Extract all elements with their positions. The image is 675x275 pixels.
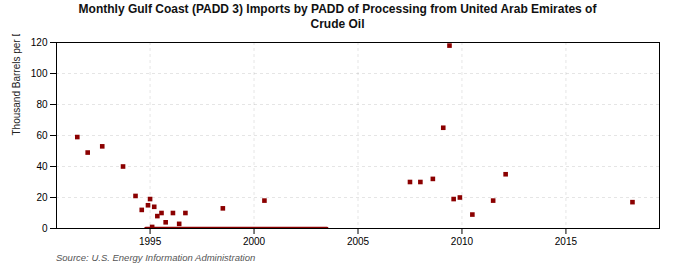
svg-text:1995: 1995 <box>139 236 162 247</box>
svg-text:40: 40 <box>36 161 48 172</box>
svg-text:100: 100 <box>31 68 48 79</box>
svg-text:2015: 2015 <box>555 236 578 247</box>
svg-text:Thousand Barrels per Day: Thousand Barrels per Day <box>11 34 22 136</box>
svg-text:20: 20 <box>36 192 48 203</box>
svg-text:2005: 2005 <box>347 236 370 247</box>
html-text:Source: U.S. Energy Informatio: Source: U.S. Energy Information Administ… <box>56 252 256 263</box>
svg-text:120: 120 <box>31 37 48 48</box>
svg-text:0: 0 <box>42 223 48 234</box>
svg-text:2000: 2000 <box>243 236 266 247</box>
svg-text:80: 80 <box>36 99 48 110</box>
html-text:Monthly Gulf Coast (PADD 3) Im: Monthly Gulf Coast (PADD 3) Imports by P… <box>78 2 597 31</box>
svg-text:60: 60 <box>36 130 48 141</box>
svg-text:2010: 2010 <box>451 236 474 247</box>
